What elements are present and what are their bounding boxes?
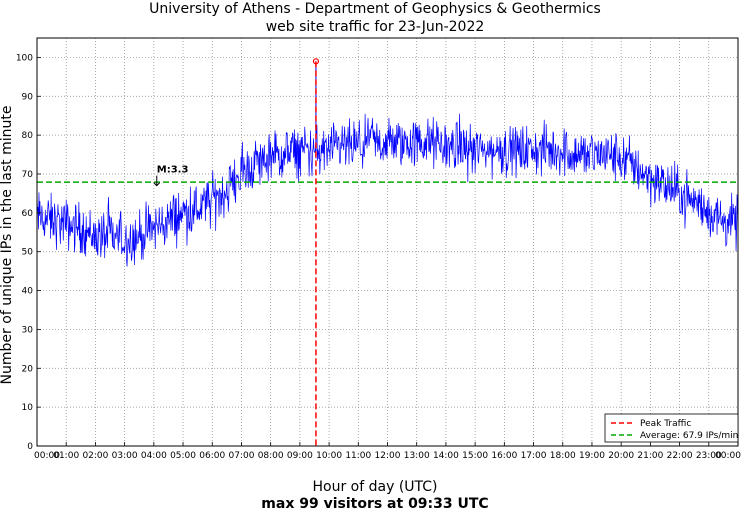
legend-average-label: Average: 67.9 IPs/min (640, 431, 738, 441)
y-tick-label: 80 (22, 131, 34, 141)
y-tick-label: 50 (22, 248, 34, 258)
legend: Peak Traffic Average: 67.9 IPs/min (604, 413, 739, 443)
x-tick-label: 17:00 (521, 451, 547, 461)
x-tick-label: 15:00 (462, 451, 488, 461)
y-axis-label: Number of unique IPs in the last minute (0, 106, 15, 385)
y-tick-label: 60 (22, 209, 34, 219)
legend-box (604, 413, 739, 443)
x-tick-label: 12:00 (375, 451, 401, 461)
x-tick-label: 23:00 (696, 451, 722, 461)
x-tick-label: 13:00 (404, 451, 430, 461)
x-tick-label: 22:00 (667, 451, 693, 461)
x-tick-label: 06:00 (199, 451, 225, 461)
traffic-series (36, 113, 739, 267)
x-tick-label: 16:00 (491, 451, 517, 461)
y-tick-label: 40 (22, 287, 34, 297)
y-tick-label: 70 (22, 170, 34, 180)
chart-subtitle: web site traffic for 23-Jun-2022 (266, 19, 485, 35)
x-tick-label: 00:00 (34, 451, 60, 461)
x-tick-label: 11:00 (345, 451, 371, 461)
y-tick-label: 20 (22, 364, 34, 374)
x-tick-label: 20:00 (608, 451, 634, 461)
x-axis-label: Hour of day (UTC) (313, 479, 438, 495)
x-tick-label: 07:00 (228, 451, 254, 461)
y-tick-label: 10 (22, 403, 34, 413)
x-tick-label: 05:00 (170, 451, 196, 461)
y-tick-label: 0 (27, 442, 33, 452)
x-tick-label: 18:00 (550, 451, 576, 461)
chart-overlays: M:3.3 (37, 58, 738, 446)
x-tick-label: 02:00 (82, 451, 108, 461)
x-tick-label: 14:00 (433, 451, 459, 461)
annotation-arrow-head (153, 182, 161, 187)
x-tick-label: 10:00 (316, 451, 342, 461)
x-tick-label: 03:00 (112, 451, 138, 461)
x-tick-label: 04:00 (141, 451, 167, 461)
legend-peak-label: Peak Traffic (640, 419, 691, 429)
peak-marker (312, 58, 320, 65)
x-tick-label: 00:00 (715, 451, 741, 461)
x-tick-label: 19:00 (579, 451, 605, 461)
x-tick-label: 09:00 (287, 451, 313, 461)
x-axis-sublabel: max 99 visitors at 09:33 UTC (261, 496, 488, 511)
y-tick-label: 30 (22, 325, 34, 335)
traffic-line (36, 113, 739, 267)
x-tick-label: 01:00 (53, 451, 79, 461)
magnitude-annotation: M:3.3 (157, 165, 189, 176)
x-tick-label: 08:00 (258, 451, 284, 461)
y-tick-label: 100 (16, 53, 33, 63)
y-tick-label: 90 (22, 92, 34, 102)
x-tick-label: 21:00 (637, 451, 663, 461)
chart-title: University of Athens - Department of Geo… (149, 1, 601, 17)
